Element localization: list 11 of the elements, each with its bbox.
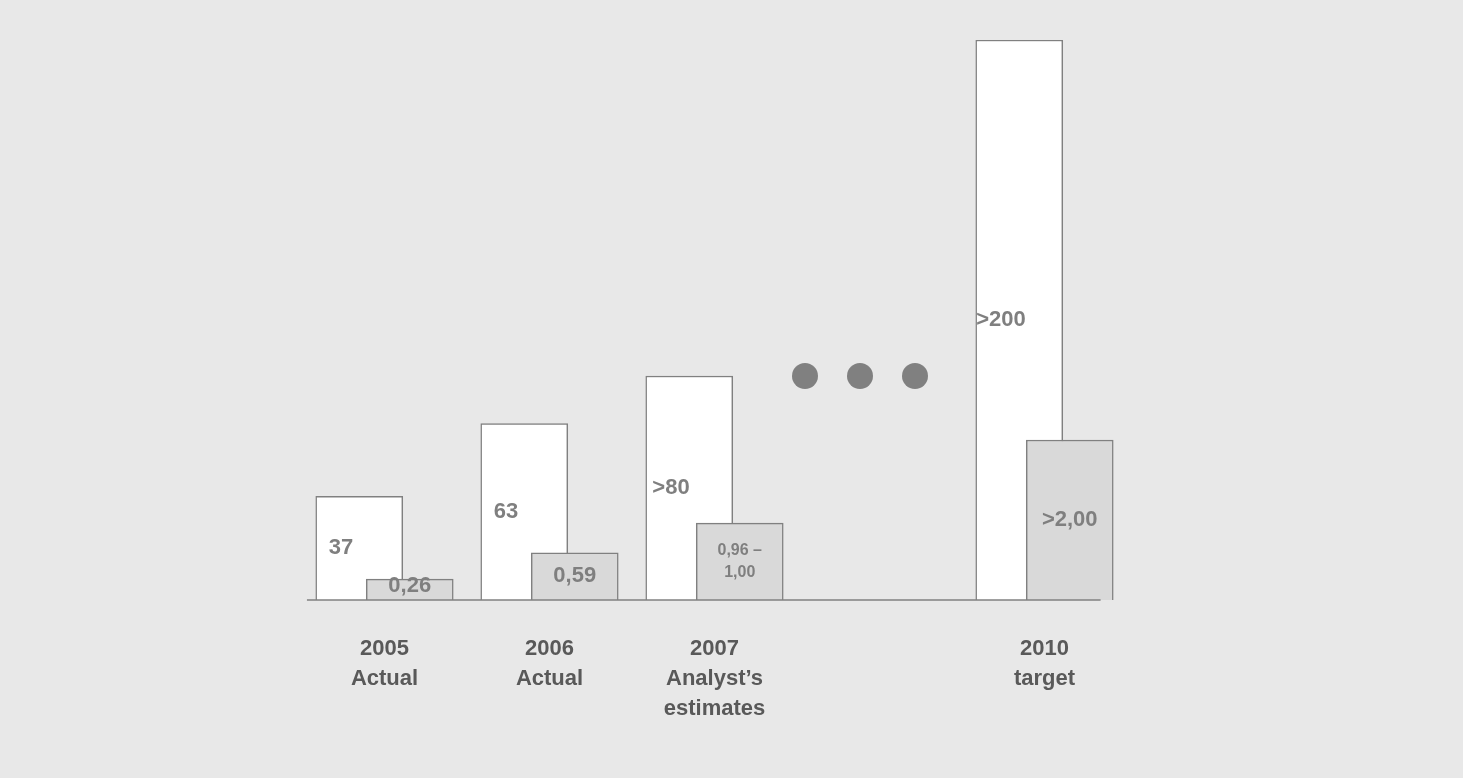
data-label: 0,59 (553, 562, 597, 588)
x-tick-label: 2006 Actual (515, 635, 584, 691)
data-label: 37 (328, 534, 354, 560)
data-label: 63 (493, 497, 519, 523)
data-label: >200 (976, 306, 1026, 332)
x-tick-label: 2010 target (1013, 635, 1076, 691)
x-tick-label: 2005 Actual (350, 635, 419, 691)
data-label: >2,00 (1041, 506, 1098, 532)
data-label: 0,96 – 1,00 (717, 541, 763, 581)
data-label: >80 (652, 474, 690, 500)
x-tick-label: 2007 Analyst’s estimates (663, 635, 766, 721)
